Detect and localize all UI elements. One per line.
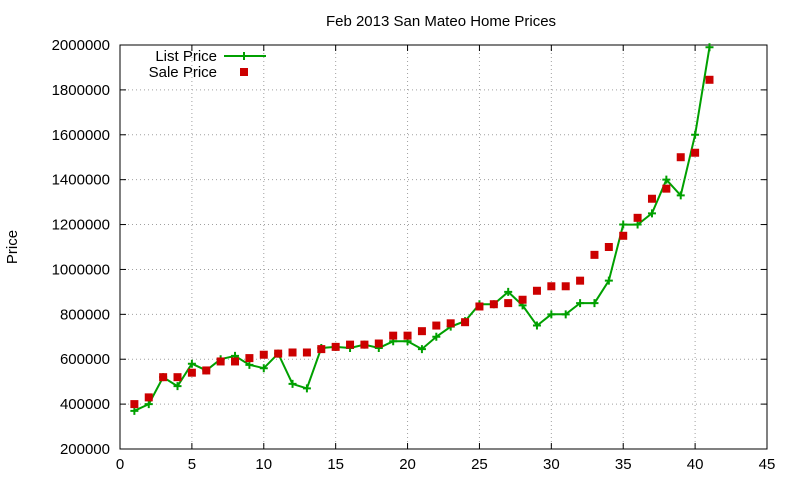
sale-price-point <box>173 373 182 382</box>
list-price-point <box>187 359 196 368</box>
sale-price-point <box>547 282 556 291</box>
x-tick-label: 35 <box>615 456 632 473</box>
list-price-point <box>417 345 426 354</box>
sale-price-point <box>432 321 441 330</box>
list-price-point <box>173 382 182 391</box>
sale-price-point <box>647 194 656 203</box>
y-tick-label: 400000 <box>60 396 110 413</box>
plot-frame <box>119 44 768 450</box>
sale-price-point <box>216 357 225 366</box>
list-price-point <box>705 43 714 52</box>
sale-price-point <box>346 340 355 349</box>
chart-title: Feb 2013 San Mateo Home Prices <box>326 13 556 30</box>
list-price-point <box>144 400 153 409</box>
sale-price-point <box>187 368 196 377</box>
list-price-point <box>662 175 671 184</box>
sale-price-point <box>705 75 714 84</box>
x-tick-label: 10 <box>255 456 272 473</box>
sale-price-point <box>403 331 412 340</box>
sale-price-point <box>504 299 513 308</box>
sale-price-point <box>475 302 484 311</box>
sale-price-point <box>446 319 455 328</box>
sale-price-point <box>590 250 599 259</box>
y-tick-label: 1200000 <box>52 217 110 234</box>
sale-price-point <box>374 339 383 348</box>
sale-price-point <box>130 400 139 409</box>
x-tick-label: 25 <box>471 456 488 473</box>
sale-price-point <box>231 357 240 366</box>
grid-lines <box>120 45 767 449</box>
x-tick-label: 45 <box>759 456 776 473</box>
sale-price-point <box>360 340 369 349</box>
sale-price-point <box>202 366 211 375</box>
x-tick-label: 5 <box>188 456 196 473</box>
y-tick-label: 1800000 <box>52 82 110 99</box>
sale-price-point <box>331 342 340 351</box>
sale-price-point <box>633 213 642 222</box>
list-price-point <box>245 360 254 369</box>
legend-marker-list-price <box>240 52 248 60</box>
list-price-point <box>302 384 311 393</box>
sale-price-point <box>662 184 671 193</box>
sale-price-point <box>619 231 628 240</box>
sale-price-point <box>489 300 498 309</box>
x-tick-label: 20 <box>399 456 416 473</box>
y-tick-label: 800000 <box>60 306 110 323</box>
sale-price-point <box>302 348 311 357</box>
legend-label-sale-price: Sale Price <box>149 64 217 81</box>
list-price-point <box>547 310 556 319</box>
legend: List Price Sale Price <box>149 48 266 81</box>
sale-price-point <box>691 148 700 157</box>
y-tick-label: 200000 <box>60 441 110 458</box>
y-tick-label: 1000000 <box>52 261 110 278</box>
sale-price-point <box>245 354 254 363</box>
sale-price-point <box>518 295 527 304</box>
y-tick-label: 1600000 <box>52 127 110 144</box>
list-price-point <box>130 406 139 415</box>
x-tick-label: 30 <box>543 456 560 473</box>
sale-price-point <box>576 276 585 285</box>
list-price-point <box>259 364 268 373</box>
list-price-point <box>691 130 700 139</box>
sale-price-point <box>288 348 297 357</box>
x-axis-ticks: 0 5 10 15 20 25 30 35 40 45 <box>116 45 776 473</box>
sale-price-point <box>676 153 685 162</box>
list-price-point <box>633 220 642 229</box>
y-axis-label: Price <box>4 230 21 264</box>
sale-price-point <box>561 282 570 291</box>
y-tick-label: 2000000 <box>52 37 110 54</box>
sale-price-point <box>417 327 426 336</box>
x-tick-label: 0 <box>116 456 124 473</box>
list-price-point <box>432 332 441 341</box>
sale-price-point <box>389 331 398 340</box>
list-price-point <box>504 287 513 296</box>
list-price-point <box>561 310 570 319</box>
list-price-point <box>532 321 541 330</box>
sale-price-point <box>144 393 153 402</box>
series-layer <box>130 43 714 415</box>
sale-price-point <box>259 350 268 359</box>
sale-price-point <box>532 286 541 295</box>
list-price-point <box>288 379 297 388</box>
y-axis-ticks: 200000 400000 600000 800000 1000000 1200000 14… <box>52 37 767 458</box>
list-price-point <box>576 299 585 308</box>
list-price-point <box>604 276 613 285</box>
list-price-point <box>676 191 685 200</box>
legend-label-list-price: List Price <box>155 48 217 65</box>
x-tick-label: 40 <box>687 456 704 473</box>
list-price-point <box>647 209 656 218</box>
y-tick-label: 1400000 <box>52 172 110 189</box>
sale-price-point <box>159 373 168 382</box>
sale-price-point <box>274 349 283 358</box>
x-tick-label: 15 <box>327 456 344 473</box>
legend-marker-sale-price <box>240 68 248 76</box>
y-tick-label: 600000 <box>60 351 110 368</box>
sale-price-point <box>317 345 326 354</box>
list-price-point <box>590 299 599 308</box>
sale-price-point <box>461 318 470 327</box>
list-price-point <box>619 220 628 229</box>
sale-price-point <box>604 243 613 251</box>
